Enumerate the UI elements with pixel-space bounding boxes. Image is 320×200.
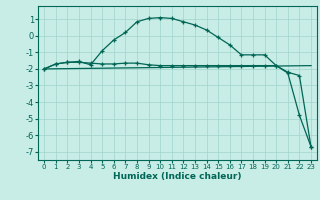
X-axis label: Humidex (Indice chaleur): Humidex (Indice chaleur) bbox=[113, 172, 242, 181]
